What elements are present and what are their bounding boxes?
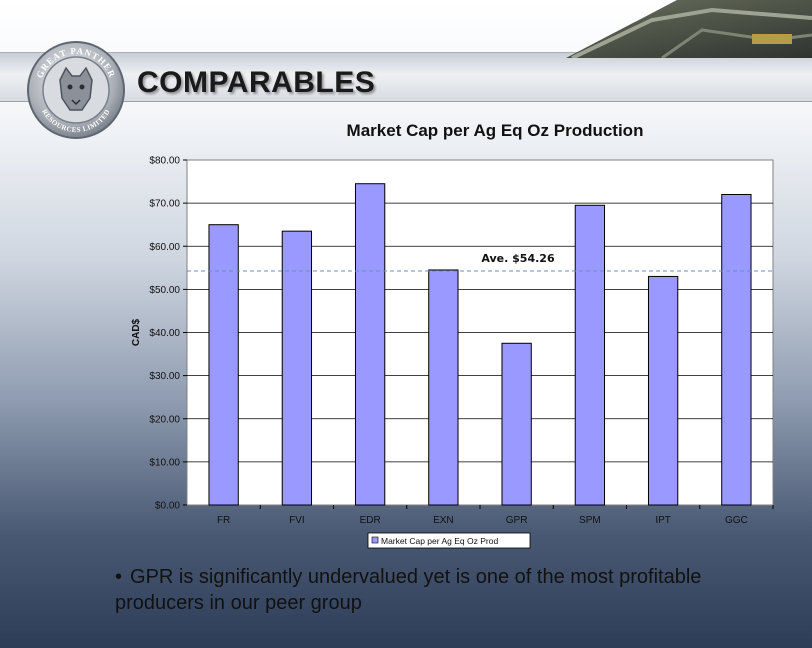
y-tick-label: $30.00 (149, 371, 180, 382)
y-tick-label: $20.00 (149, 414, 180, 425)
company-logo: GREAT PANTHER RESOURCES LIMITED (27, 41, 125, 139)
x-tick-label: FVI (289, 515, 305, 526)
y-tick-label: $60.00 (149, 242, 180, 253)
bar-ggc (721, 194, 752, 506)
bar-gpr (501, 342, 532, 506)
x-tick-label: GPR (506, 515, 528, 526)
bullet-point: • GPR is significantly undervalued yet is… (115, 564, 795, 616)
legend-swatch (371, 536, 379, 544)
bar-fr (208, 224, 239, 506)
x-tick-label: EDR (360, 515, 381, 526)
legend-label: Market Cap per Ag Eq Oz Prod (381, 536, 498, 546)
bar-ipt (647, 275, 679, 506)
bullet-marker: • (115, 566, 123, 588)
average-label: Ave. $54.26 (481, 252, 555, 265)
bar-exn (428, 269, 459, 506)
chart-title: Market Cap per Ag Eq Oz Production (346, 121, 644, 140)
y-tick-label: $70.00 (149, 199, 180, 210)
x-tick-label: EXN (433, 515, 454, 526)
slide-title: COMPARABLES (137, 66, 376, 99)
x-tick-label: SPM (579, 515, 601, 526)
bar-fvi (281, 230, 313, 506)
header-band (0, 52, 812, 102)
bullet-text: GPR is significantly undervalued yet is … (115, 566, 702, 614)
bar-spm (574, 204, 606, 506)
x-tick-label: IPT (655, 515, 671, 526)
y-tick-label: $80.00 (149, 156, 180, 167)
y-tick-label: $10.00 (149, 457, 180, 468)
y-tick-label: $0.00 (155, 501, 180, 512)
y-tick-label: $50.00 (149, 285, 180, 296)
x-tick-label: GGC (725, 515, 748, 526)
x-tick-label: FR (217, 515, 230, 526)
legend (367, 532, 531, 549)
bar-chart: $0.00 $10.00 $20.00 $30.00 $40.00 $50.00 $60.0… (131, 156, 774, 549)
y-axis-label: CAD$ (131, 318, 142, 346)
bar-edr (354, 183, 386, 506)
y-tick-label: $40.00 (149, 328, 180, 339)
